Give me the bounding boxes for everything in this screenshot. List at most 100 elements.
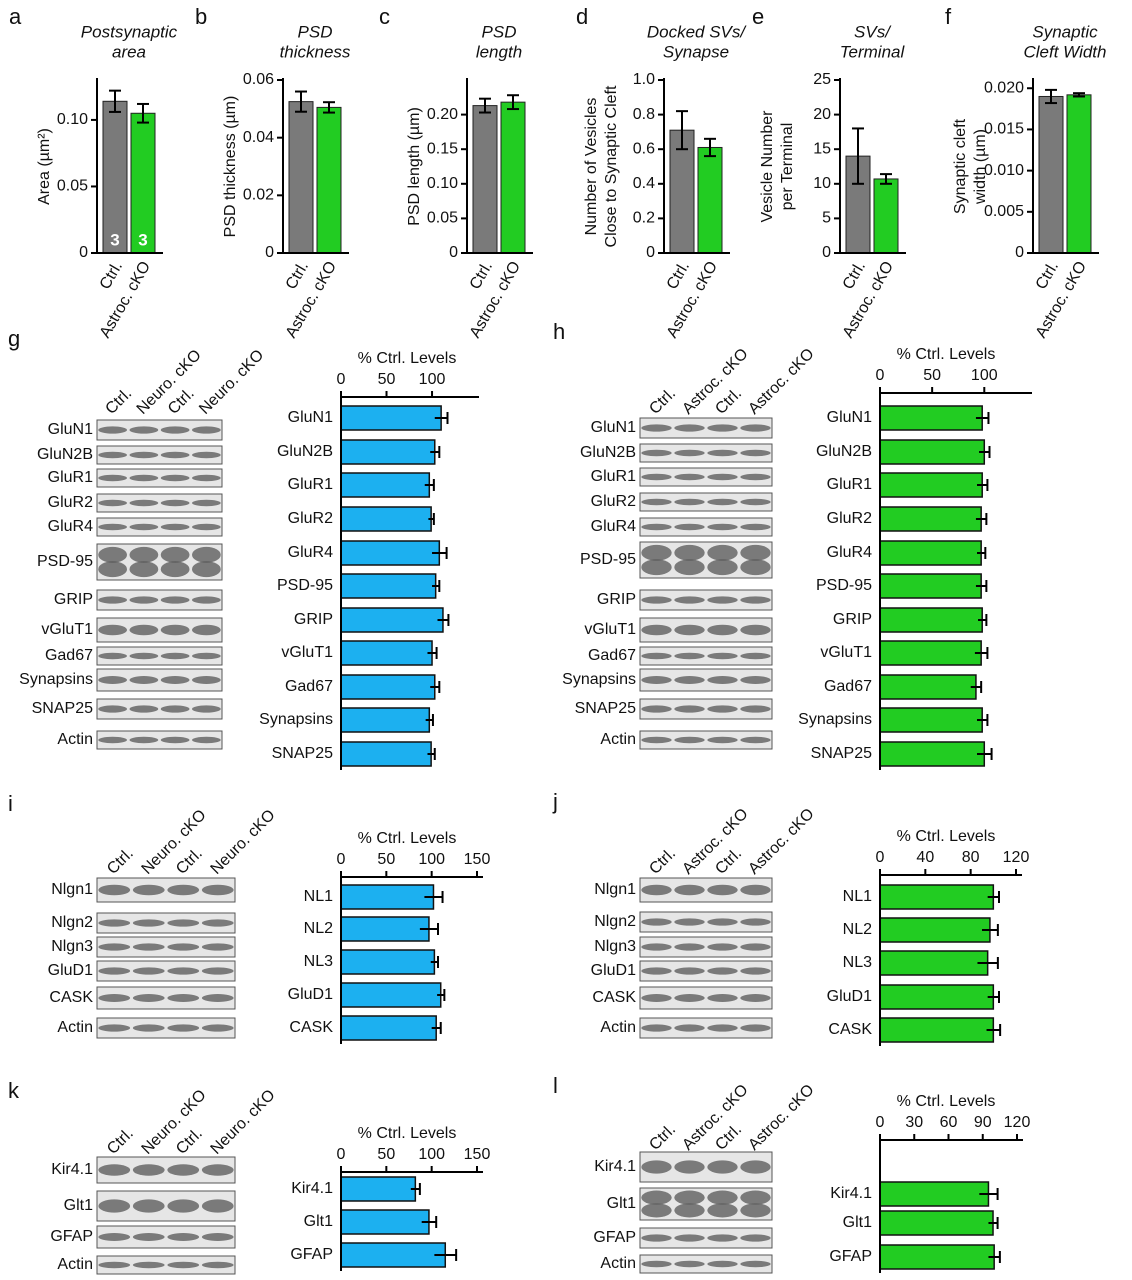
blot-band (674, 559, 705, 576)
blot-band (129, 523, 159, 531)
blot-band (740, 676, 771, 684)
blot-band (641, 1024, 672, 1032)
y-tick-label: 25 (813, 71, 831, 88)
blot-band (98, 426, 127, 434)
blot-strip (96, 960, 236, 982)
category-label: GRIP (833, 611, 872, 628)
blot-band (707, 943, 738, 951)
y-tick-label: 0.10 (427, 175, 458, 192)
panel-letter: c (379, 4, 390, 29)
category-label: NL3 (304, 953, 333, 970)
blot-band (98, 523, 127, 531)
blot-band (674, 1203, 705, 1218)
blot-row-label: Gad67 (45, 647, 93, 664)
blot-band (192, 652, 221, 660)
blot-band (98, 967, 131, 975)
panel-title: Cleft Width (1024, 42, 1107, 61)
category-label: GluD1 (288, 986, 333, 1003)
blot-band (740, 596, 771, 604)
x-tick-label: 0 (876, 849, 885, 866)
category-label: GluR1 (288, 476, 333, 493)
blot-strip (96, 668, 223, 692)
blot-row-label: GluN1 (591, 419, 636, 436)
blot-row-label: GFAP (593, 1229, 636, 1246)
blot-strip (639, 730, 773, 750)
blot-band (641, 943, 672, 951)
category-label: Gad67 (824, 678, 872, 695)
y-tick-label: 0.2 (633, 210, 655, 227)
y-axis-label: Number of Vesicles (583, 98, 600, 236)
blot-strip (639, 467, 773, 487)
x-tick-label: 100 (418, 1146, 445, 1163)
blot-band (98, 705, 127, 713)
blot-band (707, 705, 738, 713)
category-label: GluR2 (827, 510, 872, 527)
y-tick-label: 0 (449, 244, 458, 261)
panel-title: Synapse (663, 42, 729, 61)
blot-band (167, 884, 200, 896)
x-tick-label: 150 (464, 851, 491, 868)
blot-band (641, 918, 672, 926)
blot-band (707, 544, 738, 561)
blot-band (674, 1024, 705, 1032)
blot-band (129, 736, 159, 744)
blot-band (641, 1260, 672, 1268)
blot-strip (639, 1227, 773, 1249)
x-axis-label: % Ctrl. Levels (358, 1125, 457, 1142)
blot-band (160, 561, 190, 578)
blot-strip (639, 646, 773, 666)
bar (879, 573, 982, 599)
y-tick-label: 0.8 (633, 106, 655, 123)
panel-title: length (476, 42, 522, 61)
blot-band (674, 1260, 705, 1268)
category-label: CASK (289, 1019, 333, 1036)
blot-band (674, 424, 705, 432)
bar (879, 984, 995, 1010)
category-label: GFAP (290, 1246, 333, 1263)
blot-band (129, 499, 159, 507)
blot-band (167, 1261, 200, 1269)
blot-band (98, 1164, 131, 1176)
blot-band (740, 994, 771, 1002)
blot-row-label: Nlgn1 (51, 881, 93, 898)
blot-band (201, 1024, 234, 1032)
blot-band (674, 736, 705, 744)
blot-strip (96, 517, 223, 537)
bar (879, 741, 986, 767)
y-tick-label: 0.02 (243, 187, 274, 204)
blot-band (707, 884, 738, 896)
blot-strip (639, 492, 773, 512)
bar (340, 640, 433, 666)
blot-band (641, 559, 672, 576)
blot-strip (639, 517, 773, 537)
blot-band (98, 546, 127, 563)
blot-band (201, 943, 234, 951)
blot-row-label: GluR1 (48, 469, 93, 486)
bar (879, 405, 983, 431)
blot-row-label: Nlgn3 (594, 938, 636, 955)
blot-band (740, 1160, 771, 1174)
blot-band (674, 544, 705, 561)
blot-strip (96, 912, 236, 934)
blot-band (707, 676, 738, 684)
blot-row-label: PSD-95 (37, 553, 93, 570)
blot-band (641, 1234, 672, 1242)
bar (873, 178, 899, 254)
blot-band (132, 943, 165, 951)
blot-band (641, 498, 672, 506)
category-label: NL2 (304, 920, 333, 937)
blot-band (707, 1234, 738, 1242)
blot-strip (96, 493, 223, 513)
blot-band (740, 652, 771, 660)
blot-band (160, 426, 190, 434)
y-tick-label: 0.005 (984, 203, 1024, 220)
blot-row-label: GluR1 (591, 468, 636, 485)
y-tick-label: 0 (1015, 244, 1024, 261)
blot-strip (639, 417, 773, 439)
category-label: Synapsins (259, 711, 333, 728)
category-label: NL2 (843, 921, 872, 938)
blot-row-label: Actin (600, 1255, 636, 1272)
blot-strip (96, 646, 223, 666)
x-tick-label: 90 (974, 1114, 992, 1131)
blot-band (192, 523, 221, 531)
